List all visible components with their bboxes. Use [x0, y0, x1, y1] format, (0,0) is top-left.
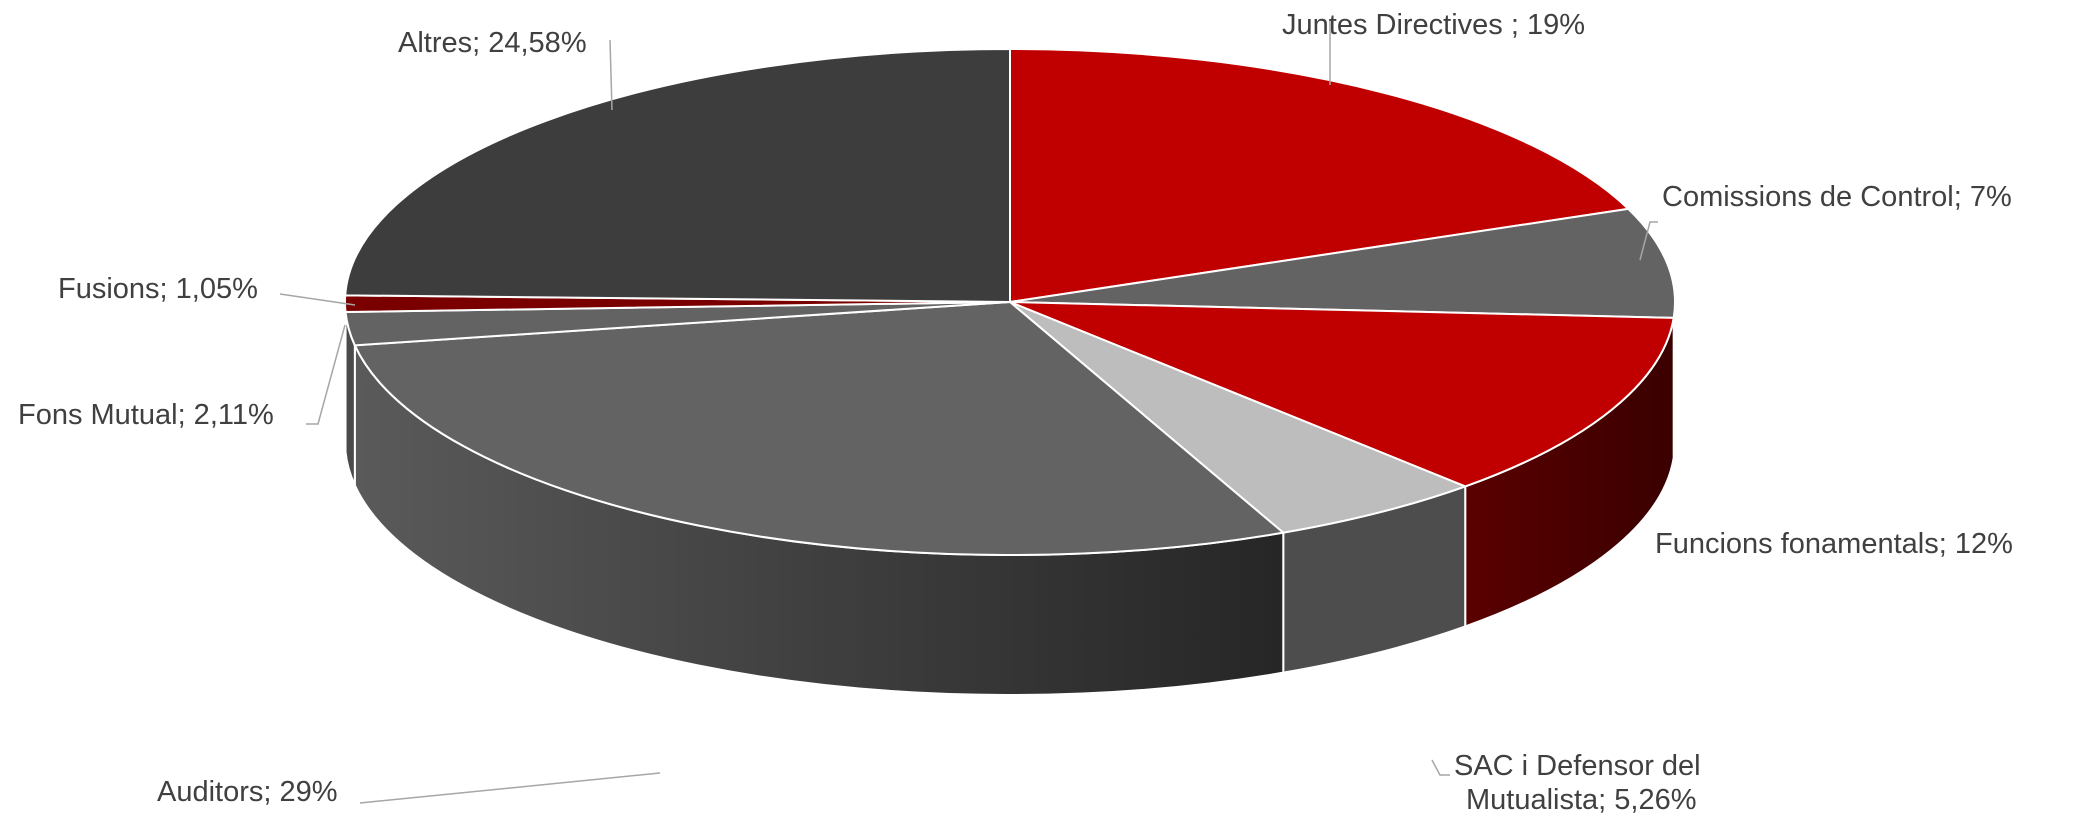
pie-slice-comissions-de-control [1009, 207, 1677, 319]
label-altres: Altres; 24,58% [398, 27, 587, 59]
label-sac-line1: SAC i Defensor del [1454, 750, 1701, 782]
pie-slice-funcions-fonamentals [1009, 301, 1675, 488]
pie-slice-juntes-directives [1009, 47, 1631, 304]
leader-line-4 [306, 324, 346, 425]
leader-line-1 [1639, 221, 1658, 261]
pie-side-6 [344, 301, 347, 453]
label-fons-mutual: Fons Mutual; 2,11% [18, 399, 274, 431]
leader-line-6 [609, 39, 613, 111]
leader-line-5 [279, 293, 356, 306]
label-juntes-directives: Juntes Directives ; 19% [1282, 9, 1585, 41]
label-funcions-fonamentals: Funcions fonamentals; 12% [1655, 528, 2013, 560]
pie-slice-auditors [353, 300, 1286, 556]
leader-line-3 [359, 772, 661, 804]
pie-side-walls [344, 301, 1677, 696]
leader-lines [279, 20, 1658, 804]
pie-top-faces [344, 47, 1677, 556]
label-sac-line2: Mutualista; 5,26% [1466, 784, 1697, 816]
label-comissions-de-control: Comissions de Control; 7% [1662, 181, 2012, 213]
pie-slice-sac-i-defensor-del-mutualista [1009, 301, 1469, 534]
label-fusions: Fusions; 1,05% [58, 273, 258, 305]
pie-slice-altres [344, 47, 1011, 304]
label-auditors: Auditors; 29% [157, 776, 338, 808]
leader-line-2 [1431, 759, 1450, 776]
